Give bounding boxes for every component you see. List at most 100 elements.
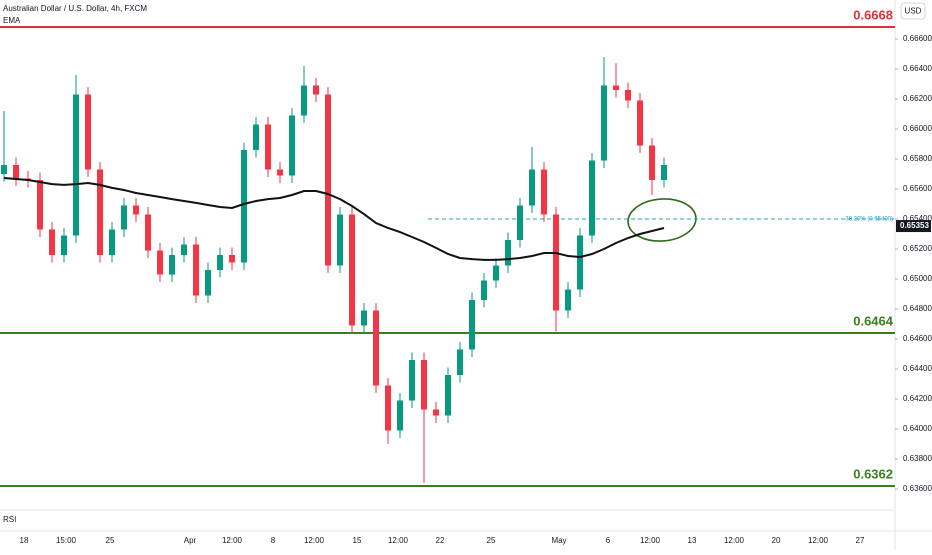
y-tick-label: 0.66200 <box>903 94 932 103</box>
x-tick-label: 12:00 <box>808 536 829 545</box>
candle-body <box>133 205 139 215</box>
x-tick-label: 13 <box>688 536 697 545</box>
candle-body <box>313 85 319 95</box>
y-tick-label: 0.65400 <box>903 214 932 223</box>
x-tick-label: 22 <box>436 536 445 545</box>
candle-body <box>457 349 463 375</box>
candle-body <box>373 310 379 386</box>
candle-body <box>193 244 199 296</box>
candle-body <box>73 94 79 236</box>
candle-body <box>541 169 547 215</box>
y-tick-label: 0.63600 <box>903 484 932 493</box>
candle-body <box>421 360 427 410</box>
candle-body <box>481 280 487 300</box>
level-label: 0.6362 <box>853 466 893 481</box>
x-tick-label: 8 <box>271 536 276 545</box>
candle-body <box>205 270 211 296</box>
x-tick-label: 25 <box>487 536 496 545</box>
last-price-tag <box>896 220 931 233</box>
candle-body <box>637 100 643 146</box>
candle-body <box>613 85 619 90</box>
candle-body <box>337 214 343 266</box>
indicator-name: EMA <box>3 16 21 25</box>
candle-body <box>505 240 511 266</box>
candle-body <box>97 169 103 255</box>
candle-body <box>493 265 499 281</box>
y-tick-label: 0.65200 <box>903 244 932 253</box>
x-tick-label: 6 <box>606 536 611 545</box>
x-tick-label: Apr <box>184 536 197 545</box>
last-price-label: 0.65353 <box>900 221 929 230</box>
x-tick-label: 12:00 <box>640 536 661 545</box>
candle-body <box>349 214 355 326</box>
candle-body <box>397 400 403 431</box>
y-tick-label: 0.65000 <box>903 274 932 283</box>
candle-body <box>625 90 631 101</box>
y-tick-label: 0.65600 <box>903 184 932 193</box>
y-tick-label: 0.64600 <box>903 334 932 343</box>
candle-body <box>661 165 667 180</box>
y-tick-label: 0.64400 <box>903 364 932 373</box>
y-tick-label: 0.64200 <box>903 394 932 403</box>
candle-body <box>229 255 235 263</box>
candle-body <box>265 124 271 170</box>
level-label: 0.6464 <box>853 313 894 328</box>
y-tick-label: 0.64000 <box>903 424 932 433</box>
currency: USD <box>905 7 922 16</box>
x-tick-label: 20 <box>772 536 781 545</box>
candle-body <box>289 115 295 176</box>
candle-body <box>409 360 415 401</box>
candle-body <box>85 94 91 170</box>
x-tick-label: 12:00 <box>724 536 745 545</box>
rsi-label: RSI <box>3 515 16 524</box>
level-label: 0.6668 <box>853 7 893 22</box>
y-tick-label: 0.66000 <box>903 124 932 133</box>
x-tick-label: 12:00 <box>222 536 243 545</box>
candle-body <box>121 205 127 230</box>
candle-body <box>49 229 55 255</box>
candle-body <box>469 300 475 350</box>
candle-body <box>433 409 439 416</box>
candle-body <box>37 180 43 230</box>
y-tick-label: 0.66400 <box>903 64 932 73</box>
candle-body <box>445 375 451 416</box>
x-tick-label: 12:00 <box>388 536 409 545</box>
x-tick-label: 25 <box>106 536 115 545</box>
x-tick-label: 27 <box>856 536 865 545</box>
candle-body <box>1 165 7 174</box>
candle-body <box>253 124 259 150</box>
candle-body <box>61 235 67 255</box>
candle-body <box>553 214 559 311</box>
fib-label: 38.20% (0.65400) <box>845 217 893 223</box>
candle-body <box>529 169 535 206</box>
candle-body <box>577 235 583 290</box>
candle-body <box>217 255 223 270</box>
candle-body <box>517 205 523 240</box>
candle-body <box>157 250 163 275</box>
symbol-title: Australian Dollar / U.S. Dollar, 4h, FXC… <box>3 4 147 13</box>
x-tick-label: 12:00 <box>304 536 325 545</box>
y-tick-label: 0.63800 <box>903 454 932 463</box>
candle-body <box>277 169 283 176</box>
candle-body <box>301 85 307 116</box>
candle-body <box>325 94 331 266</box>
circle-annotation <box>627 198 697 242</box>
x-tick-label: May <box>551 536 566 545</box>
ema-line <box>3 177 665 261</box>
candle-body <box>13 165 19 179</box>
x-tick-label: 15 <box>353 536 362 545</box>
candle-body <box>109 229 115 255</box>
candle-body <box>601 85 607 161</box>
candle-body <box>169 255 175 275</box>
candle-body <box>385 385 391 431</box>
candle-body <box>589 160 595 236</box>
x-tick-label: 15:00 <box>56 536 77 545</box>
candle-body <box>145 214 151 251</box>
candle-body <box>565 289 571 311</box>
candle-body <box>361 310 367 326</box>
candle-body <box>649 145 655 180</box>
y-tick-label: 0.65800 <box>903 154 932 163</box>
currency-button[interactable] <box>900 2 926 20</box>
